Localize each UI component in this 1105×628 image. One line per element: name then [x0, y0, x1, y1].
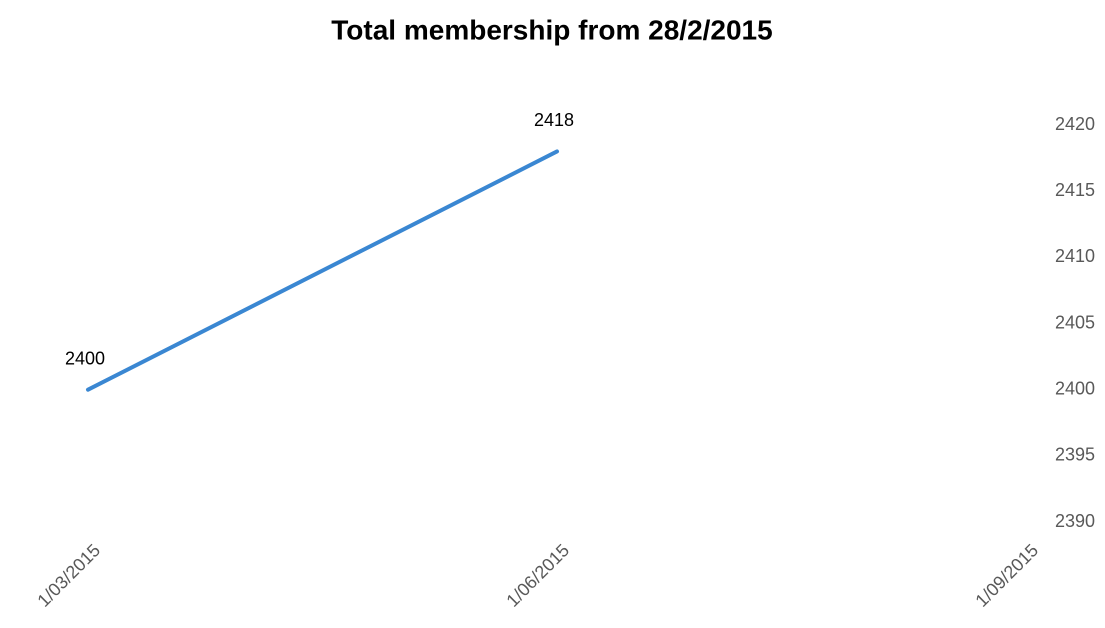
x-tick-label: 1/03/2015 [33, 540, 104, 611]
y-tick-label: 2415 [1055, 180, 1095, 200]
y-tick-label: 2405 [1055, 312, 1095, 332]
y-tick-label: 2410 [1055, 246, 1095, 266]
y-tick-label: 2420 [1055, 114, 1095, 134]
data-label: 2400 [65, 348, 105, 368]
y-tick-label: 2395 [1055, 445, 1095, 465]
x-tick-label: 1/09/2015 [971, 540, 1042, 611]
y-tick-label: 2390 [1055, 511, 1095, 531]
data-label: 2418 [534, 110, 574, 130]
x-tick-label: 1/06/2015 [502, 540, 573, 611]
line [86, 149, 559, 392]
y-tick-label: 2400 [1055, 378, 1095, 398]
chart-title: Total membership from 28/2/2015 [331, 14, 772, 45]
